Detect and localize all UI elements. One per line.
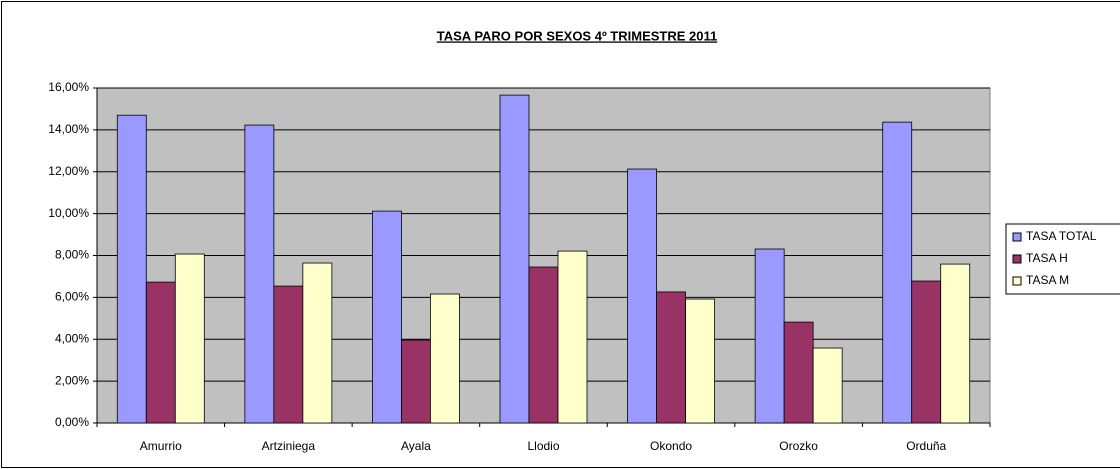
bar	[145, 281, 176, 424]
legend-label: TASA M	[1026, 273, 1069, 287]
y-tick-label: 16,00%	[48, 80, 89, 94]
y-tick-label: 2,00%	[55, 373, 89, 387]
bar	[911, 280, 942, 424]
y-tick-label: 10,00%	[48, 206, 89, 220]
bar	[656, 291, 686, 424]
bar	[754, 248, 785, 424]
x-tick-label: Orduña	[906, 439, 946, 453]
bar	[244, 124, 275, 424]
bar	[783, 321, 814, 424]
y-tick-label: 0,00%	[55, 415, 89, 429]
legend-label: TASA H	[1026, 251, 1068, 265]
y-tick-label: 6,00%	[55, 290, 89, 304]
y-tick-label: 14,00%	[48, 122, 89, 136]
bar	[528, 266, 559, 424]
bar	[116, 114, 147, 424]
x-tick-label: Orozko	[779, 439, 818, 453]
legend-label: TASA TOTAL	[1026, 229, 1097, 243]
bar	[685, 298, 715, 424]
legend-swatch	[1012, 276, 1022, 286]
bar	[401, 339, 431, 424]
y-tick-label: 8,00%	[55, 248, 89, 262]
y-tick-label: 12,00%	[48, 164, 89, 178]
legend-box	[1005, 223, 1120, 295]
y-tick-label: 4,00%	[55, 331, 89, 345]
chart-title: TASA PARO POR SEXOS 4º TRIMESTRE 2011	[437, 28, 717, 43]
x-tick-label: Amurrio	[140, 439, 182, 453]
x-tick-label: Okondo	[650, 439, 692, 453]
bar	[372, 210, 402, 424]
x-tick-label: Ayala	[401, 439, 431, 453]
x-tick-label: Llodio	[527, 439, 559, 453]
legend-swatch	[1012, 232, 1022, 242]
bar	[174, 253, 205, 424]
bar	[812, 347, 843, 424]
bar	[882, 121, 913, 424]
bar	[430, 293, 460, 424]
legend-swatch	[1012, 254, 1022, 264]
bar	[302, 262, 333, 424]
bar	[273, 285, 304, 424]
x-tick-label: Artziniega	[262, 439, 316, 453]
bar	[627, 168, 657, 424]
bar	[940, 263, 971, 424]
bar	[499, 94, 530, 424]
bar	[557, 250, 588, 424]
